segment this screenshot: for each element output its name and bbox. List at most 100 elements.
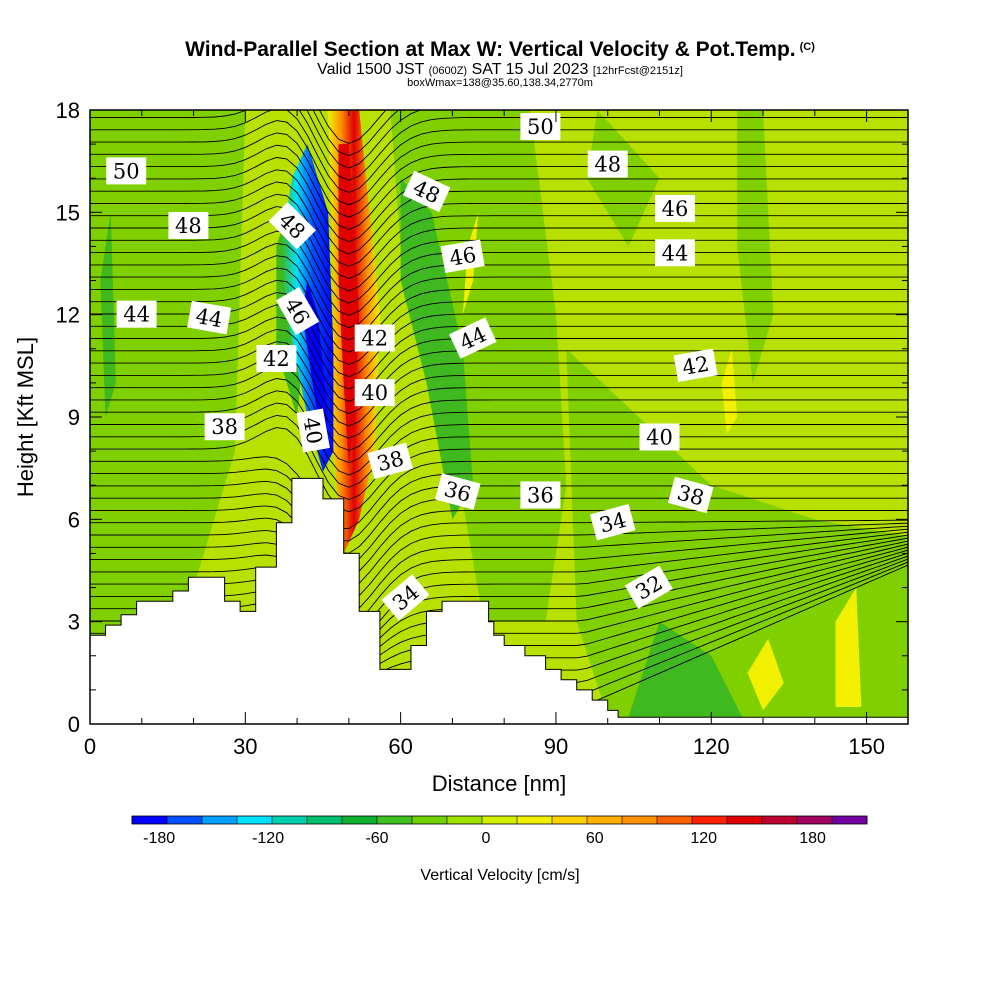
weak-updraft-c [835, 587, 862, 707]
contour-label-text: 50 [113, 159, 140, 183]
contour-label: 44 [187, 300, 232, 335]
contour-label-box [449, 317, 497, 359]
contour-label-box [520, 113, 561, 141]
theta-contour [90, 505, 908, 579]
x-tick-label: 150 [848, 734, 885, 759]
contour-label: 36 [520, 481, 561, 509]
colorbar-swatch [587, 816, 623, 824]
contour-label: 40 [296, 408, 330, 453]
contour-label-box [296, 408, 330, 453]
colorbar-tick-label: 180 [799, 830, 826, 847]
theta-contour [90, 480, 908, 554]
theta-contour [90, 353, 908, 439]
contour-label-box [354, 379, 395, 407]
valid-utc: (0600Z) [428, 65, 468, 77]
x-axis-label: Distance [nm] [432, 771, 567, 796]
contour-label: 44 [655, 239, 695, 267]
theta-contour [90, 316, 908, 402]
contour-label-box [354, 324, 395, 352]
colorbar-swatch [447, 816, 483, 824]
contour-label: 46 [655, 194, 695, 222]
contour-label: 48 [168, 212, 209, 239]
weak-updraft-b [721, 348, 738, 435]
x-tick-label: 120 [693, 734, 730, 759]
y-axis-label: Height [Kft MSL] [13, 337, 38, 497]
x-tick-label: 90 [544, 734, 568, 759]
contour-label-text: 42 [263, 347, 290, 371]
colorbar-swatch [657, 816, 693, 824]
contour-label-box [116, 300, 157, 328]
y-tick-label: 15 [56, 200, 80, 225]
theta-contour [90, 157, 908, 243]
y-tick-label: 18 [56, 98, 80, 123]
contour-label: 50 [520, 113, 561, 141]
contour-label-box [187, 300, 232, 335]
y-tick-label: 12 [56, 303, 80, 328]
colorbar-swatch [832, 816, 868, 824]
theta-contour [90, 328, 908, 415]
theta-contour [90, 390, 908, 476]
theta-contour [90, 528, 908, 628]
colorbar-swatch [132, 816, 168, 824]
chart-title: Wind-Parallel Section at Max W: Vertical… [0, 38, 1000, 62]
colorbar-swatch [377, 816, 413, 824]
contour-label-box [639, 423, 680, 451]
theta-contour [90, 427, 908, 513]
x-tick-label: 60 [388, 734, 412, 759]
theta-contour [90, 181, 908, 267]
colorbar-swatch [482, 816, 518, 824]
terrain-profile [89, 477, 909, 725]
theta-contour [90, 193, 908, 279]
y-tick-label: 0 [68, 712, 80, 737]
y-tick-label: 9 [68, 405, 80, 430]
box-info: boxWmax=138@35.60,138.34,2770m [407, 77, 593, 89]
contour-label-box [367, 442, 413, 480]
contour-label-box [655, 194, 695, 222]
contour-label-box [168, 212, 209, 239]
contour-label-box [587, 150, 628, 178]
colorbar-swatch [202, 816, 238, 824]
theta-contour [90, 493, 908, 566]
contour-label: 38 [367, 442, 413, 480]
contour-label: 46 [440, 239, 485, 273]
contour-label-box [402, 170, 451, 213]
colorbar-swatch [552, 816, 588, 824]
contour-label-text: 40 [646, 426, 673, 450]
contour-label: 42 [673, 348, 718, 383]
colorbar-tick-label: -180 [143, 830, 175, 847]
theta-contour [90, 525, 908, 616]
contour-label: 36 [434, 473, 481, 510]
theta-contour [90, 255, 908, 341]
colorbar-tick-label: 60 [586, 830, 604, 847]
theta-contour [90, 132, 908, 218]
contour-label: 40 [639, 423, 680, 451]
contour-label: 34 [589, 504, 636, 541]
chart-subtitle: Valid 1500 JST (0600Z) SAT 15 Jul 2023 [… [0, 61, 1000, 79]
y-tick-label: 3 [68, 610, 80, 635]
contour-label: 50 [106, 157, 147, 185]
colorbar-swatch [517, 816, 553, 824]
contour-label: 44 [116, 300, 157, 328]
colorbar: -180 -120 -60 0 60 120 180 [131, 815, 868, 847]
theta-contour [90, 279, 908, 365]
theta-contour [90, 120, 908, 206]
colorbar-swatch [622, 816, 658, 824]
contour-label-box [520, 481, 561, 509]
theta-contour [90, 531, 908, 640]
contour-label-box [204, 413, 245, 441]
contour-label-box [268, 201, 316, 250]
forecast-info: [12hrFcst@2151z] [592, 65, 683, 77]
contour-label-text: 46 [662, 197, 689, 221]
valid-time: Valid 1500 JST [317, 61, 425, 78]
colorbar-tick-label: -60 [365, 830, 388, 847]
contour-label-text: 40 [361, 381, 388, 405]
colorbar-tick-label: -120 [252, 830, 284, 847]
theta-contour [90, 378, 908, 464]
theta-contour [90, 267, 908, 353]
theta-contour [90, 341, 908, 427]
theta-contour [90, 218, 908, 304]
colorbar-swatch [167, 816, 203, 824]
colorbar-tick-label: 0 [481, 830, 490, 847]
contour-label-text: 44 [123, 303, 150, 327]
